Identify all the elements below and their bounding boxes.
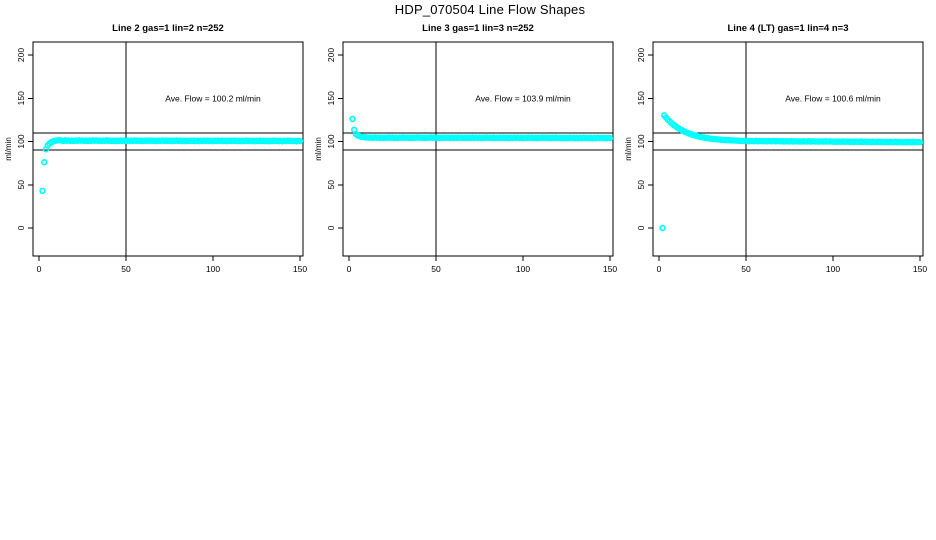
- ave-flow-annotation: Ave. Flow = 100.6 ml/min: [785, 93, 881, 103]
- y-tick-label: 100: [326, 134, 336, 148]
- y-tick-label: 50: [636, 180, 646, 190]
- x-tick-label: 100: [826, 264, 840, 274]
- data-point: [41, 159, 48, 166]
- ave-flow-annotation: Ave. Flow = 100.2 ml/min: [165, 93, 261, 103]
- x-tick-label: 150: [603, 264, 617, 274]
- y-tick-label: 50: [16, 180, 26, 190]
- data-point: [659, 224, 666, 232]
- data-point: [296, 137, 304, 145]
- x-tick-label: 50: [121, 264, 131, 274]
- x-tick-label: 150: [913, 264, 927, 274]
- y-tick-label: 150: [636, 91, 646, 105]
- y-tick-label: 150: [16, 91, 26, 105]
- flow-panel-3: Line 4 (LT) gas=1 lin=4 n=3 0 50 100 150 0 50 1…: [624, 23, 927, 274]
- panel-title: Line 3 gas=1 lin=3 n=252: [422, 23, 534, 34]
- x-tick-label: 150: [293, 264, 307, 274]
- data-point: [606, 134, 614, 142]
- x-tick-label: 0: [347, 264, 352, 274]
- data-point: [39, 187, 46, 195]
- ave-flow-annotation: Ave. Flow = 103.9 ml/min: [475, 93, 571, 103]
- x-tick-label: 100: [206, 264, 220, 274]
- x-tick-label: 50: [431, 264, 441, 274]
- main-title: HDP_070504 Line Flow Shapes: [394, 2, 586, 17]
- y-tick-label: 200: [326, 48, 336, 62]
- y-axis-label: ml/min: [4, 137, 13, 161]
- data-point: [916, 138, 924, 146]
- panel-title: Line 4 (LT) gas=1 lin=4 n=3: [728, 23, 849, 34]
- y-tick-label: 100: [16, 134, 26, 148]
- y-tick-label: 0: [16, 225, 26, 230]
- plot-box: [652, 41, 924, 257]
- y-tick-label: 0: [326, 225, 336, 230]
- data-point: [349, 115, 356, 123]
- y-tick-label: 0: [636, 225, 646, 230]
- plot-box: [342, 41, 614, 257]
- y-tick-label: 200: [16, 48, 26, 62]
- y-tick-label: 150: [326, 91, 336, 105]
- flow-panel-1: Line 2 gas=1 lin=2 n=252 0 50 100 150 0 50 100 1…: [4, 23, 307, 274]
- y-tick-label: 200: [636, 48, 646, 62]
- y-axis-label: ml/min: [314, 137, 323, 161]
- x-tick-label: 0: [657, 264, 662, 274]
- x-tick-label: 0: [37, 264, 42, 274]
- flow-panel-2: Line 3 gas=1 lin=3 n=252 0 50 100 150 0 50 100 1…: [314, 23, 617, 274]
- panel-title: Line 2 gas=1 lin=2 n=252: [112, 23, 224, 34]
- plot-box: [32, 41, 304, 257]
- x-tick-label: 100: [516, 264, 530, 274]
- y-tick-label: 50: [326, 180, 336, 190]
- x-tick-label: 50: [741, 264, 751, 274]
- y-axis-label: ml/min: [624, 137, 633, 161]
- y-tick-label: 100: [636, 134, 646, 148]
